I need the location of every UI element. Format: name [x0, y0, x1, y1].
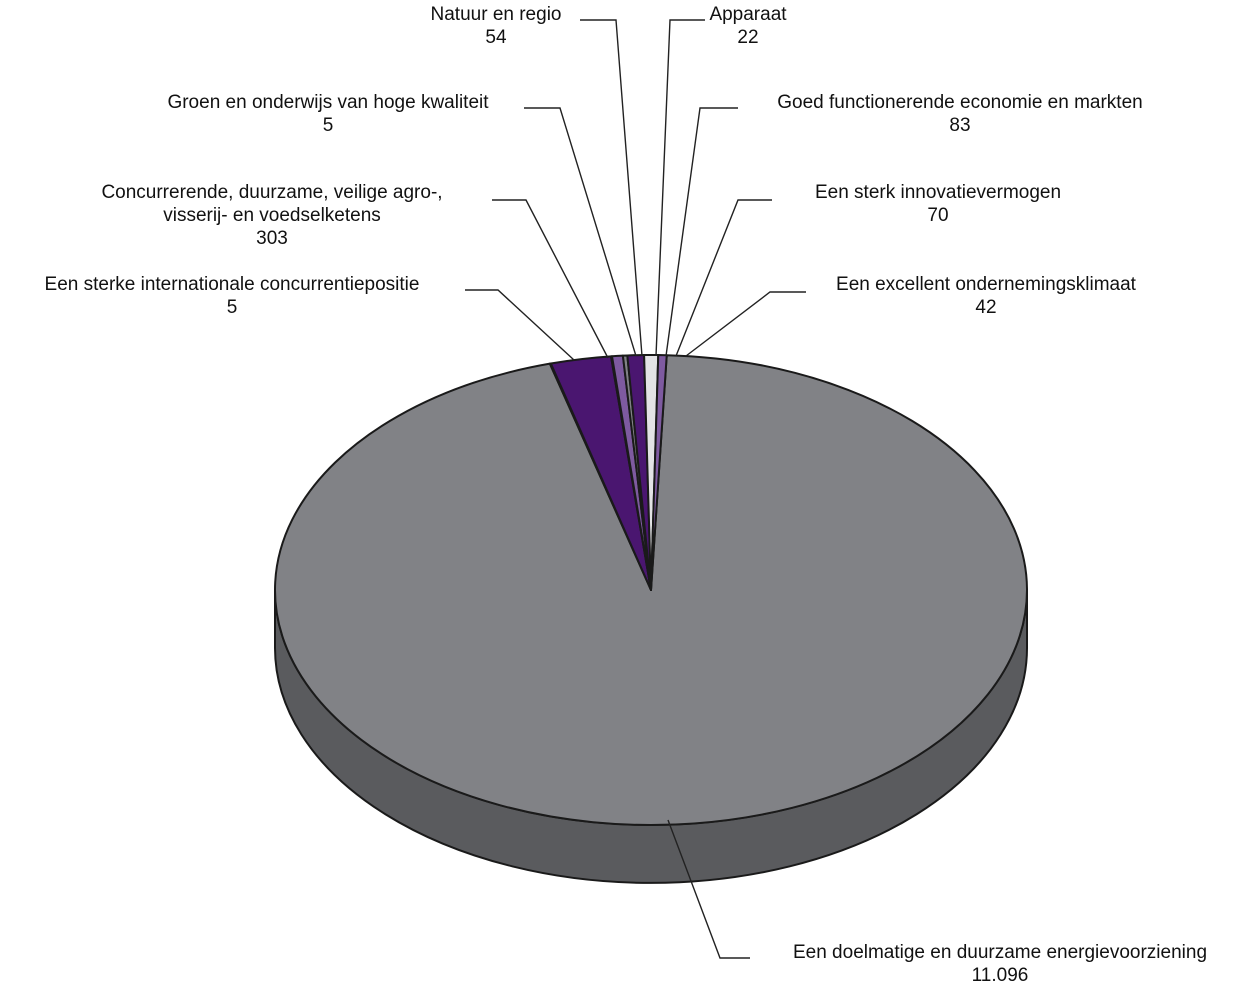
slice-label: Een sterk innovatievermogen 70	[815, 182, 1061, 226]
slice-value-label: 83	[949, 115, 970, 136]
slice-label-line: Apparaat	[709, 4, 787, 25]
slice-label-line: Concurrerende, duurzame, veilige agro-,	[101, 182, 442, 203]
slice-label: Concurrerende, duurzame, veilige agro-, v…	[101, 182, 442, 249]
slice-label: Apparaat 22	[709, 4, 787, 48]
leader-lines	[465, 19, 806, 959]
slice-label: Natuur en regio 54	[431, 4, 562, 48]
pie-slices	[274, 354, 1028, 826]
slice-value-label: 22	[737, 27, 758, 48]
slice-label-line: Een doelmatige en duurzame energievoorzi…	[793, 942, 1207, 963]
leader-line	[685, 291, 806, 357]
slice-label: Groen en onderwijs van hoge kwaliteit 5	[167, 92, 489, 136]
slice-label-line: Een sterke internationale concurrentiepo…	[45, 274, 420, 295]
slice-labels: Een doelmatige en duurzame energievoorzi…	[45, 4, 1208, 986]
slice-label: Goed functionerende economie en markten 8…	[777, 92, 1142, 136]
slice-value-label: 5	[227, 297, 238, 318]
slice-label-line: Goed functionerende economie en markten	[777, 92, 1142, 113]
slice-label-line: Een sterk innovatievermogen	[815, 182, 1061, 203]
leader-line	[492, 199, 609, 359]
leader-line	[524, 107, 637, 357]
leader-line	[675, 199, 772, 357]
leader-line	[580, 19, 643, 357]
slice-label: Een doelmatige en duurzame energievoorzi…	[793, 942, 1207, 986]
slice-value-label: 303	[256, 228, 288, 249]
leader-line	[665, 107, 738, 357]
slice-label-line: Een excellent ondernemingsklimaat	[836, 274, 1137, 295]
slice-value-label: 42	[975, 297, 996, 318]
slice-label: Een excellent ondernemingsklimaat 42	[836, 274, 1137, 318]
leader-line	[667, 819, 750, 959]
slice-label-line: Groen en onderwijs van hoge kwaliteit	[167, 92, 489, 113]
leader-line	[465, 289, 575, 361]
slice-label-line: Natuur en regio	[431, 4, 562, 25]
slice-value-label: 54	[485, 27, 507, 48]
slice-label-line: visserij- en voedselketens	[163, 205, 381, 226]
slice-value-label: 5	[323, 115, 334, 136]
slice-value-label: 70	[927, 205, 948, 226]
slice-value-label: 11.096	[972, 965, 1029, 986]
slice-label: Een sterke internationale concurrentiepo…	[45, 274, 420, 318]
leader-line	[655, 19, 705, 357]
